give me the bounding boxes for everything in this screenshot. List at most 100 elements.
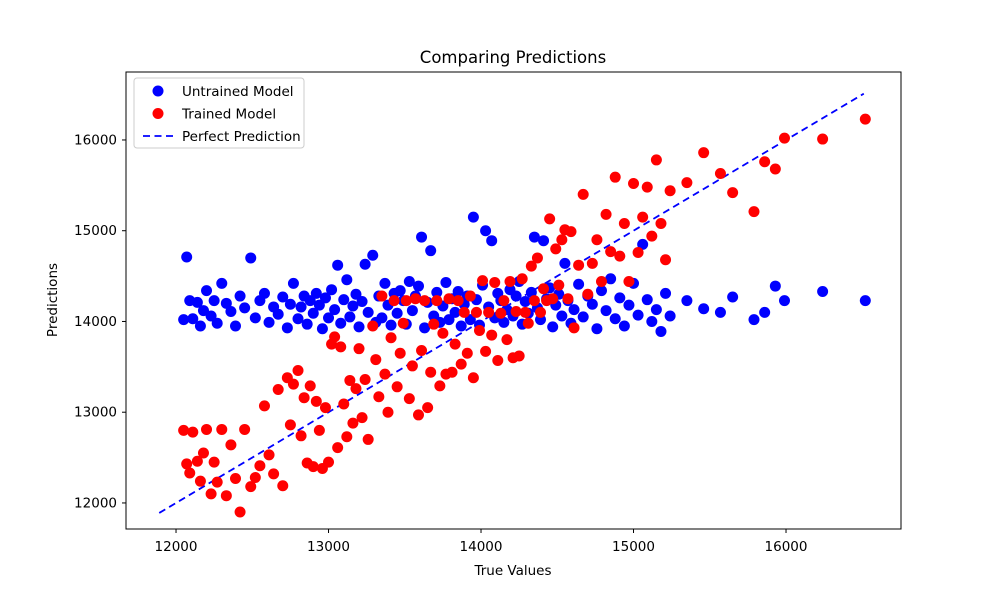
data-point-untrained-model (623, 299, 635, 311)
data-point-trained-model (385, 332, 397, 344)
data-point-untrained-model (412, 280, 424, 292)
data-point-untrained-model (556, 310, 568, 322)
data-point-trained-model (681, 177, 693, 189)
data-point-trained-model (632, 246, 644, 258)
data-point-untrained-model (440, 276, 452, 288)
data-point-trained-model (609, 171, 621, 183)
data-point-trained-model (623, 276, 635, 288)
data-point-untrained-model (258, 287, 270, 299)
data-point-untrained-model (277, 291, 289, 303)
data-point-trained-model (181, 458, 193, 470)
data-point-untrained-model (568, 304, 580, 316)
data-point-trained-model (641, 181, 653, 193)
data-point-trained-model (307, 461, 319, 473)
data-point-untrained-model (605, 273, 617, 285)
data-point-untrained-model (510, 290, 522, 302)
data-point-untrained-model (319, 292, 331, 304)
data-point-untrained-model (394, 285, 406, 297)
data-point-untrained-model (191, 296, 203, 308)
data-point-trained-model (769, 163, 781, 175)
data-point-trained-model (434, 380, 446, 392)
data-point-trained-model (573, 259, 585, 271)
data-point-untrained-model (559, 257, 571, 269)
y-tick-label: 14000 (74, 314, 117, 330)
data-point-untrained-model (249, 312, 261, 324)
data-point-trained-model (591, 234, 603, 246)
data-point-untrained-model (205, 310, 217, 322)
data-point-trained-model (470, 306, 482, 318)
data-point-untrained-model (600, 305, 612, 317)
data-point-untrained-model (655, 325, 667, 337)
legend: Untrained Model Trained Model Perfect Pr… (133, 77, 305, 149)
data-point-trained-model (586, 257, 598, 269)
data-point-untrained-model (660, 287, 672, 299)
data-point-untrained-model (431, 286, 443, 298)
chart-title: Comparing Predictions (420, 48, 606, 67)
data-point-trained-model (483, 306, 495, 318)
data-point-untrained-model (406, 305, 418, 317)
data-point-untrained-model (455, 320, 467, 332)
data-point-untrained-model (727, 291, 739, 303)
data-point-trained-model (341, 431, 353, 443)
data-point-trained-model (553, 279, 565, 291)
data-point-untrained-model (239, 302, 251, 314)
data-point-untrained-model (347, 300, 359, 312)
data-point-trained-model (211, 476, 223, 488)
data-point-trained-model (817, 133, 829, 145)
data-point-trained-model (184, 467, 196, 479)
data-point-trained-model (277, 480, 289, 492)
legend-marker-untrained (152, 85, 164, 97)
data-point-untrained-model (225, 305, 237, 317)
data-point-trained-model (254, 460, 266, 472)
data-point-trained-model (614, 250, 626, 262)
data-point-trained-model (329, 331, 341, 343)
data-point-trained-model (272, 384, 284, 396)
data-point-trained-model (205, 488, 217, 500)
legend-label-perfect: Perfect Prediction (182, 129, 301, 145)
data-point-trained-model (748, 206, 760, 218)
data-point-trained-model (412, 409, 424, 421)
data-point-trained-model (568, 322, 580, 334)
data-point-trained-model (391, 381, 403, 393)
scatter-points-layer (178, 113, 871, 518)
x-tick-label: 12000 (155, 539, 198, 555)
data-point-trained-model (225, 439, 237, 451)
data-point-untrained-model (528, 231, 540, 243)
data-point-trained-model (525, 260, 537, 272)
data-point-untrained-model (332, 259, 344, 271)
data-point-trained-model (187, 426, 199, 438)
data-point-untrained-model (201, 285, 213, 297)
data-point-trained-model (425, 366, 437, 378)
data-point-untrained-model (391, 307, 403, 319)
data-point-trained-model (492, 354, 504, 366)
data-point-untrained-model (817, 286, 829, 298)
data-point-untrained-model (326, 284, 338, 296)
data-point-untrained-model (443, 314, 455, 326)
data-point-untrained-model (313, 299, 325, 311)
data-point-trained-model (461, 347, 473, 359)
legend-marker-trained (152, 108, 164, 119)
data-point-trained-model (197, 447, 209, 459)
data-point-untrained-model (637, 238, 649, 250)
data-point-trained-model (263, 449, 275, 461)
data-point-untrained-model (344, 311, 356, 323)
data-point-trained-model (191, 455, 203, 467)
data-point-untrained-model (292, 313, 304, 325)
data-point-trained-model (397, 317, 409, 329)
data-point-untrained-model (281, 322, 293, 334)
data-point-trained-model (388, 295, 400, 307)
data-point-trained-model (422, 402, 434, 414)
x-tick-label: 15000 (612, 539, 655, 555)
data-point-trained-model (449, 338, 461, 350)
data-point-untrained-model (498, 316, 510, 328)
data-point-trained-model (473, 325, 485, 337)
data-point-untrained-model (595, 285, 607, 297)
data-point-untrained-model (664, 310, 676, 322)
data-point-untrained-model (573, 278, 585, 290)
data-point-trained-model (477, 275, 489, 287)
data-point-trained-model (565, 226, 577, 238)
data-point-trained-model (778, 132, 790, 144)
data-point-trained-model (194, 475, 206, 487)
data-point-trained-model (446, 366, 458, 378)
